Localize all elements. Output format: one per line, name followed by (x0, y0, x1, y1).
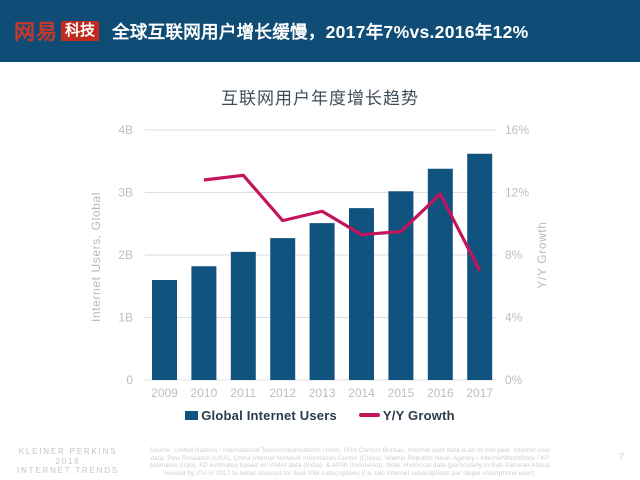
legend-label-growth: Y/Y Growth (382, 407, 455, 423)
left-axis-tick: 0 (126, 373, 133, 387)
year-label-2012: 2012 (269, 386, 296, 400)
line-series-swatch (358, 413, 380, 417)
bar-2009 (152, 280, 177, 380)
netease-tech-logo: 网易 科技 (14, 16, 100, 46)
year-label-2017: 2017 (466, 386, 493, 400)
left-axis-tick: 1B (118, 311, 133, 325)
legend-item-internet-users: Global Internet Users (185, 408, 337, 423)
bar-2017 (467, 153, 493, 380)
slide-title: 全球互联网用户增长缓慢，2017年7%vs.2016年12% (112, 21, 529, 42)
bar-2015 (388, 191, 414, 380)
chart-title: 互联网用户年度增长趋势 (221, 89, 419, 108)
right-axis-title: Y/Y Growth (535, 221, 549, 288)
netease-brand-text: 网易 (14, 20, 58, 44)
netease-tech-badge: 科技 (61, 21, 100, 41)
source-note: Source: United Nations / International T… (149, 447, 551, 478)
left-axis-title: Internet Users, Global (89, 192, 103, 322)
right-axis-tick: 8% (505, 248, 523, 262)
left-axis-tick: 4B (118, 123, 133, 137)
left-axis-tick: 3B (118, 186, 133, 200)
left-axis-tick: 2B (118, 248, 133, 262)
bar-2012 (270, 238, 296, 380)
kleiner-perkins-brand-block: KLEINER PERKINS 2018 INTERNET TRENDS (6, 447, 130, 476)
growth-trend-chart: 0 1B 2B 3B 4B 0% 4% 8% 12% 16% 2009 2010 2011 2012 201… (89, 123, 549, 400)
right-axis-tick: 4% (505, 311, 523, 325)
right-axis-tick: 12% (505, 186, 529, 200)
legend-label-internet-users: Global Internet Users (201, 407, 337, 423)
year-label-2010: 2010 (191, 386, 218, 400)
year-label-2013: 2013 (309, 386, 336, 400)
growth-line (203, 173, 482, 272)
brand-line-3: INTERNET TRENDS (17, 466, 119, 475)
bar-2010 (191, 266, 217, 380)
bar-2011 (230, 251, 256, 380)
bar-2014 (349, 208, 374, 380)
year-label-2011: 2011 (230, 386, 256, 400)
header-bar: 网易 科技 全球互联网用户增长缓慢，2017年7%vs.2016年12% (0, 0, 640, 62)
chart-legend: Global Internet Users Y/Y Growth (0, 405, 640, 425)
year-label-2009: 2009 (151, 386, 178, 400)
page-number: 7 (618, 452, 624, 462)
brand-line-1: KLEINER PERKINS (18, 447, 118, 456)
year-label-2016: 2016 (427, 386, 454, 400)
bar-2013 (309, 223, 335, 380)
brand-line-2: 2018 (55, 456, 81, 466)
year-label-2015: 2015 (388, 386, 415, 400)
bar-series-swatch (185, 410, 199, 420)
right-axis-tick: 0% (505, 373, 523, 387)
right-axis-tick: 16% (505, 123, 529, 137)
legend-item-growth: Y/Y Growth (358, 407, 455, 423)
year-label-2014: 2014 (348, 386, 375, 400)
